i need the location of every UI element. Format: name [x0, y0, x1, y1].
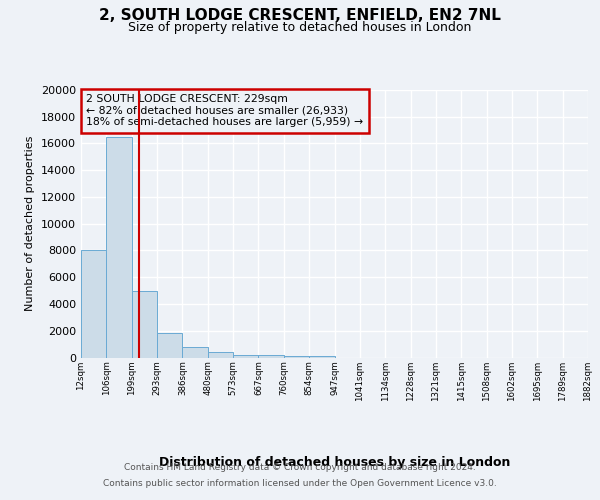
Text: Size of property relative to detached houses in London: Size of property relative to detached ho… [128, 21, 472, 34]
Bar [259, 356, 284, 358]
Bar [309, 356, 335, 358]
Text: 2 SOUTH LODGE CRESCENT: 229sqm
← 82% of detached houses are smaller (26,933)
18%: 2 SOUTH LODGE CRESCENT: 229sqm ← 82% of … [86, 94, 363, 127]
Bar [81, 250, 106, 358]
X-axis label: Distribution of detached houses by size in London: Distribution of detached houses by size … [159, 456, 510, 469]
Bar [106, 137, 132, 358]
Bar [157, 334, 182, 357]
Bar [284, 356, 309, 358]
Text: Contains public sector information licensed under the Open Government Licence v3: Contains public sector information licen… [103, 478, 497, 488]
Bar [182, 347, 208, 358]
Bar [132, 290, 157, 358]
Bar [233, 355, 259, 358]
Bar [208, 352, 233, 358]
Text: 2, SOUTH LODGE CRESCENT, ENFIELD, EN2 7NL: 2, SOUTH LODGE CRESCENT, ENFIELD, EN2 7N… [99, 8, 501, 22]
Text: Contains HM Land Registry data © Crown copyright and database right 2024.: Contains HM Land Registry data © Crown c… [124, 464, 476, 472]
Y-axis label: Number of detached properties: Number of detached properties [25, 136, 35, 312]
